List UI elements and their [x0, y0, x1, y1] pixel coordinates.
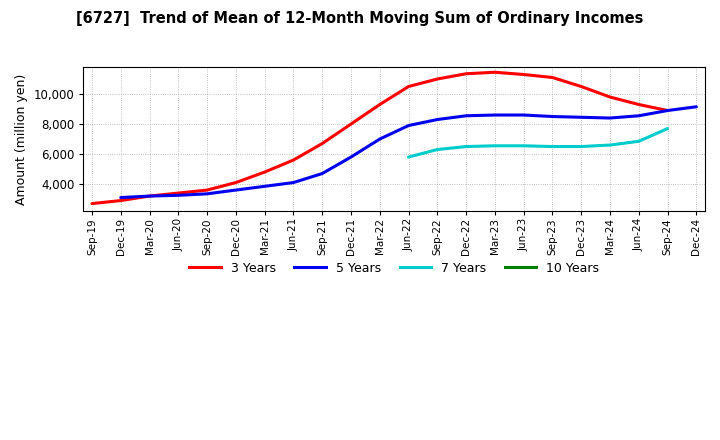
7 Years [634, 139, 643, 144]
3 Years [519, 72, 528, 77]
5 Years [261, 183, 269, 189]
3 Years [462, 71, 470, 77]
3 Years [490, 70, 499, 75]
3 Years [261, 169, 269, 175]
3 Years [346, 121, 355, 127]
3 Years [634, 102, 643, 107]
7 Years [548, 144, 557, 149]
5 Years [203, 191, 212, 196]
5 Years [548, 114, 557, 119]
5 Years [692, 104, 701, 110]
3 Years [174, 191, 183, 196]
3 Years [203, 187, 212, 193]
7 Years [577, 144, 585, 149]
Line: 7 Years: 7 Years [408, 128, 667, 157]
5 Years [433, 117, 441, 122]
5 Years [663, 108, 672, 113]
5 Years [232, 187, 240, 193]
3 Years [577, 84, 585, 89]
5 Years [318, 171, 327, 176]
7 Years [519, 143, 528, 148]
Legend: 3 Years, 5 Years, 7 Years, 10 Years: 3 Years, 5 Years, 7 Years, 10 Years [184, 257, 604, 280]
5 Years [606, 115, 614, 121]
Y-axis label: Amount (million yen): Amount (million yen) [15, 73, 28, 205]
7 Years [462, 144, 470, 149]
5 Years [145, 194, 154, 199]
3 Years [289, 158, 298, 163]
7 Years [433, 147, 441, 152]
5 Years [519, 112, 528, 117]
Text: [6727]  Trend of Mean of 12-Month Moving Sum of Ordinary Incomes: [6727] Trend of Mean of 12-Month Moving … [76, 11, 644, 26]
Line: 5 Years: 5 Years [121, 107, 696, 198]
7 Years [404, 154, 413, 160]
5 Years [634, 113, 643, 118]
7 Years [663, 126, 672, 131]
3 Years [606, 94, 614, 99]
5 Years [174, 193, 183, 198]
7 Years [606, 143, 614, 148]
3 Years [232, 180, 240, 185]
5 Years [289, 180, 298, 185]
5 Years [462, 113, 470, 118]
7 Years [490, 143, 499, 148]
3 Years [318, 141, 327, 146]
3 Years [404, 84, 413, 89]
5 Years [577, 115, 585, 120]
5 Years [490, 112, 499, 117]
5 Years [404, 123, 413, 128]
3 Years [375, 102, 384, 107]
3 Years [433, 77, 441, 82]
5 Years [117, 195, 125, 200]
5 Years [375, 136, 384, 142]
3 Years [663, 108, 672, 113]
3 Years [117, 198, 125, 203]
3 Years [548, 75, 557, 80]
Line: 3 Years: 3 Years [92, 72, 667, 204]
3 Years [145, 194, 154, 199]
3 Years [88, 201, 96, 206]
5 Years [346, 154, 355, 160]
